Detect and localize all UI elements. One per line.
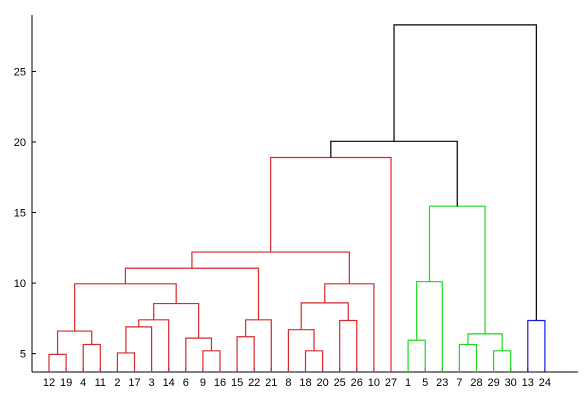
leaf-label: 9	[200, 377, 206, 389]
dendrogram-link	[393, 24, 537, 321]
leaf-label: 10	[368, 377, 380, 389]
dendrogram-link	[153, 302, 200, 339]
y-tick-label: 5	[20, 349, 26, 361]
leaf-label: 17	[128, 377, 140, 389]
dendrogram-link	[300, 302, 349, 330]
dendrogram-link	[82, 343, 101, 372]
axes: 5 10 15 20 25	[14, 15, 578, 373]
leaf-label: 5	[422, 377, 428, 389]
y-tick-label: 25	[14, 66, 26, 78]
leaf-label: 23	[436, 377, 448, 389]
leaf-label: 12	[43, 377, 55, 389]
dendrogram-link	[48, 353, 67, 372]
leaf-label: 24	[539, 377, 551, 389]
dendrogram-link	[428, 205, 486, 334]
dendrogram-link	[304, 350, 324, 372]
dendrogram-link	[185, 337, 213, 372]
leaf-label: 21	[265, 377, 277, 389]
dendrogram-link	[125, 326, 153, 372]
dendrogram-link	[74, 283, 177, 332]
dendrogram-link	[458, 343, 478, 372]
leaf-label: 8	[285, 377, 291, 389]
dendrogram-link	[236, 336, 255, 372]
dendrogram-link	[245, 319, 272, 372]
dendrogram-link	[527, 319, 546, 372]
leaf-label: 26	[351, 377, 363, 389]
dendrogram-link	[324, 283, 375, 372]
leaf-label: 27	[385, 377, 397, 389]
leaf-label: 15	[231, 377, 243, 389]
leaf-label: 6	[183, 377, 189, 389]
leaf-label: 22	[248, 377, 260, 389]
leaf-label: 16	[214, 377, 226, 389]
dendrogram-link	[116, 352, 136, 372]
dendrogram-link	[407, 339, 426, 372]
leaf-label: 4	[80, 377, 86, 389]
leaf-label: 20	[316, 377, 328, 389]
leaf-label: 2	[114, 377, 120, 389]
dendrogram-link	[467, 333, 503, 351]
dendrogram-link	[270, 156, 392, 372]
leaf-label: 29	[487, 377, 499, 389]
leaf-label: 11	[95, 377, 106, 389]
leaf-label: 28	[470, 377, 482, 389]
leaf-label: 7	[456, 377, 462, 389]
y-tick-label: 15	[14, 208, 26, 220]
dendrogram-link	[493, 350, 512, 372]
leaf-label: 30	[505, 377, 517, 389]
dendrogram-link	[416, 281, 443, 372]
leaf-label: 25	[334, 377, 346, 389]
dendrogram-link	[124, 267, 260, 320]
leaf-label: 3	[149, 377, 155, 389]
dendrogram-link	[56, 330, 93, 355]
y-tick-label: 10	[14, 278, 26, 290]
leaf-label: 18	[299, 377, 311, 389]
leaf-label: 19	[60, 377, 72, 389]
leaf-label: 14	[163, 377, 175, 389]
dendrogram-link	[202, 350, 221, 372]
leaf-label: 1	[405, 377, 411, 389]
dendrogram-links	[48, 24, 546, 372]
leaf-label: 13	[522, 377, 534, 389]
leaf-labels: 12 19 4 11 2 17 3 14 6 9 16 15 22 21 8 18 20 25 26 10 27 1 5 23…	[43, 377, 551, 389]
dendrogram-link	[339, 319, 358, 372]
dendrogram-link	[138, 319, 170, 372]
y-tick-label: 20	[14, 137, 26, 149]
dendrogram-link	[330, 140, 458, 207]
